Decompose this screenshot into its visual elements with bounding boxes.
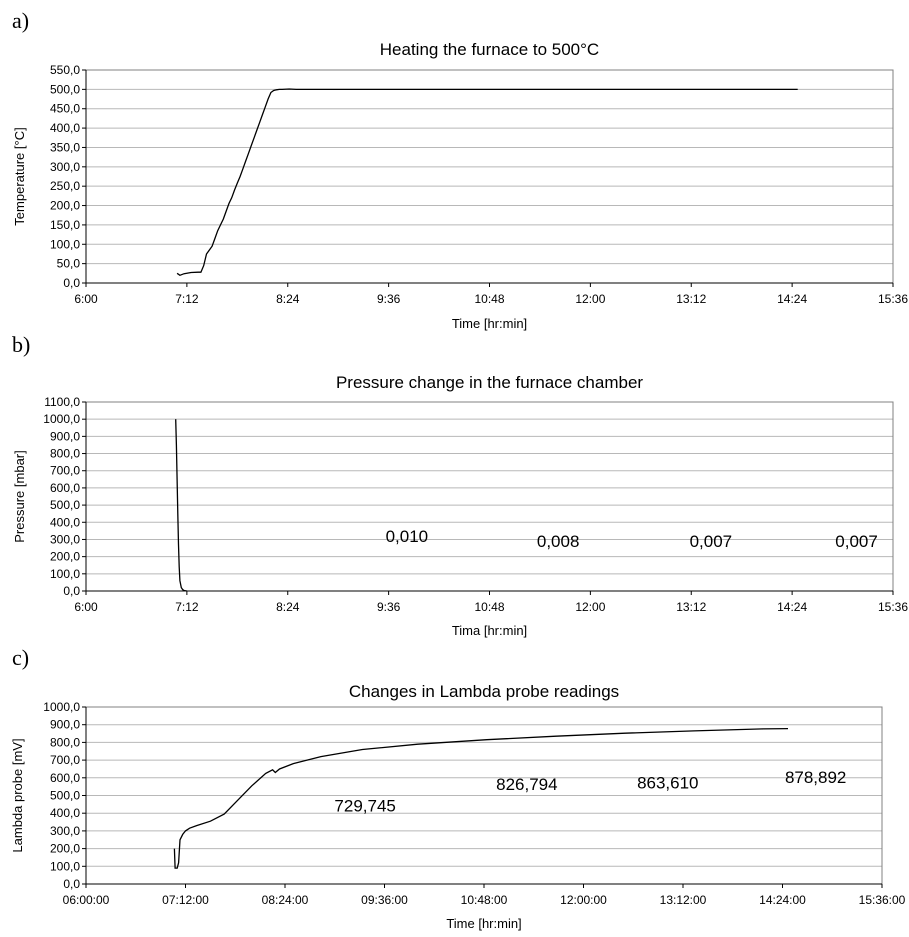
chart1-y-tick-label: 0,0 — [63, 276, 80, 290]
chart2-data-label: 0,007 — [690, 532, 733, 551]
chart1-x-tick-label: 9:36 — [377, 292, 401, 306]
chart1-y-tick-label: 450,0 — [50, 102, 80, 116]
chart2-y-tick-label: 600,0 — [50, 481, 80, 495]
chart3-y-tick-label: 1000,0 — [43, 700, 80, 714]
panel-label-b: b) — [12, 332, 31, 357]
chart2-x-tick-label: 14:24 — [777, 600, 807, 614]
chart3-data-label: 729,745 — [334, 796, 395, 815]
chart2-x-tick-label: 9:36 — [377, 600, 401, 614]
chart2-series-line — [175, 419, 188, 592]
chart2-y-tick-label: 400,0 — [50, 515, 80, 529]
chart3-title: Changes in Lambda probe readings — [349, 682, 619, 701]
chart2-y-tick-label: 1000,0 — [43, 412, 80, 426]
chart3-y-axis-label: Lambda probe [mV] — [10, 738, 25, 852]
chart1-x-tick-label: 8:24 — [276, 292, 300, 306]
chart3-x-tick-label: 13:12:00 — [660, 893, 707, 907]
chart3-y-tick-label: 100,0 — [50, 859, 80, 873]
panel-label-c: c) — [12, 645, 30, 670]
chart1-x-tick-label: 12:00 — [575, 292, 605, 306]
chart3-y-tick-label: 800,0 — [50, 735, 80, 749]
chart1-y-axis-label: Temperature [°C] — [12, 127, 27, 225]
chart2-x-tick-label: 12:00 — [575, 600, 605, 614]
chart3-x-tick-label: 12:00:00 — [560, 893, 607, 907]
chart1-title: Heating the furnace to 500°C — [380, 40, 599, 59]
chart3-x-tick-label: 14:24:00 — [759, 893, 806, 907]
chart3-y-tick-label: 200,0 — [50, 842, 80, 856]
chart2-y-tick-label: 700,0 — [50, 464, 80, 478]
chart1-y-tick-label: 200,0 — [50, 199, 80, 213]
chart3-y-tick-label: 900,0 — [50, 718, 80, 732]
chart1-y-tick-label: 150,0 — [50, 218, 80, 232]
chart2-title: Pressure change in the furnace chamber — [336, 373, 643, 392]
chart1-y-tick-label: 350,0 — [50, 140, 80, 154]
chart2-x-tick-label: 15:36 — [878, 600, 908, 614]
chart1-y-tick-label: 50,0 — [57, 257, 81, 271]
chart2-x-axis-label: Tima [hr:min] — [452, 623, 527, 638]
chart3-x-tick-label: 08:24:00 — [262, 893, 309, 907]
chart2-plot-frame — [85, 401, 894, 592]
chart2-y-tick-label: 800,0 — [50, 447, 80, 461]
chart3-x-tick-label: 07:12:00 — [162, 893, 209, 907]
chart2-y-axis-label: Pressure [mbar] — [12, 450, 27, 542]
chart3-data-label: 826,794 — [496, 775, 557, 794]
chart3-data-label: 878,892 — [785, 768, 846, 787]
chart2-x-tick-label: 10:48 — [474, 600, 504, 614]
chart1-x-tick-label: 13:12 — [676, 292, 706, 306]
chart3-y-tick-label: 700,0 — [50, 753, 80, 767]
chart2-y-tick-label: 1100,0 — [44, 395, 80, 409]
chart1-y-tick-label: 300,0 — [50, 160, 80, 174]
chart2-y-tick-label: 500,0 — [50, 498, 80, 512]
chart3-x-tick-label: 06:00:00 — [63, 893, 110, 907]
chart2-y-tick-label: 200,0 — [50, 550, 80, 564]
panel-label-a: a) — [12, 8, 30, 33]
chart2-y-tick-label: 900,0 — [50, 429, 80, 443]
chart3-x-axis-label: Time [hr:min] — [446, 916, 521, 931]
chart1-y-tick-label: 100,0 — [50, 237, 80, 251]
chart1-x-tick-label: 7:12 — [175, 292, 199, 306]
chart1-series-line — [176, 88, 798, 277]
chart2-x-tick-label: 8:24 — [276, 600, 300, 614]
chart1-y-tick-label: 400,0 — [50, 121, 80, 135]
chart3-y-tick-label: 300,0 — [50, 824, 80, 838]
chart2-data-label: 0,010 — [386, 527, 429, 546]
chart3-data-label: 863,610 — [637, 773, 698, 792]
chart3-y-tick-label: 400,0 — [50, 806, 80, 820]
chart1-x-axis-label: Time [hr:min] — [452, 316, 527, 331]
chart1-x-tick-label: 6:00 — [74, 292, 98, 306]
chart3-x-tick-label: 10:48:00 — [461, 893, 508, 907]
chart3-y-tick-label: 0,0 — [63, 877, 80, 891]
chart1-x-tick-label: 10:48 — [474, 292, 504, 306]
chart2-data-label: 0,007 — [835, 532, 878, 551]
chart3-series-line — [173, 727, 789, 869]
chart2-x-tick-label: 7:12 — [175, 600, 199, 614]
chart1-y-tick-label: 500,0 — [50, 82, 80, 96]
chart1-y-tick-label: 250,0 — [50, 179, 80, 193]
chart2-y-tick-label: 0,0 — [63, 584, 80, 598]
chart2-x-tick-label: 6:00 — [74, 600, 98, 614]
chart3-x-tick-label: 15:36:00 — [859, 893, 906, 907]
chart1-y-tick-label: 550,0 — [50, 63, 80, 77]
chart2-x-tick-label: 13:12 — [676, 600, 706, 614]
chart1-x-tick-label: 15:36 — [878, 292, 908, 306]
chart2-y-tick-label: 100,0 — [50, 567, 80, 581]
chart3-y-tick-label: 600,0 — [50, 771, 80, 785]
chart2-y-tick-label: 300,0 — [50, 532, 80, 546]
chart1-x-tick-label: 14:24 — [777, 292, 807, 306]
chart1-plot-frame — [85, 69, 894, 284]
chart3-x-tick-label: 09:36:00 — [361, 893, 408, 907]
chart2-data-label: 0,008 — [537, 532, 580, 551]
chart3-y-tick-label: 500,0 — [50, 789, 80, 803]
